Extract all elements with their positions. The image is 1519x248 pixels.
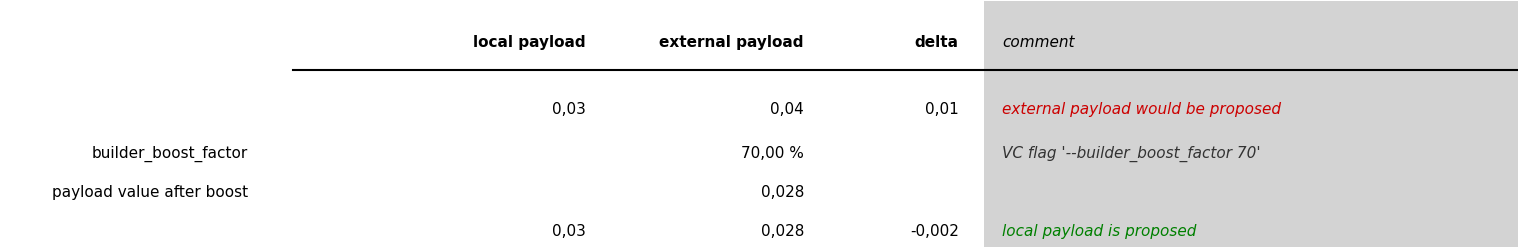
Text: 0,01: 0,01 — [925, 102, 958, 117]
Text: local payload is proposed: local payload is proposed — [1003, 224, 1197, 239]
Text: payload value after boost: payload value after boost — [52, 185, 248, 200]
Text: -0,002: -0,002 — [910, 224, 958, 239]
Text: 0,03: 0,03 — [551, 102, 586, 117]
Bar — [984, 1, 1517, 247]
Text: 0,04: 0,04 — [770, 102, 804, 117]
Text: delta: delta — [914, 35, 958, 50]
Text: comment: comment — [1003, 35, 1075, 50]
Text: external payload: external payload — [659, 35, 804, 50]
Text: 0,028: 0,028 — [761, 185, 804, 200]
Text: 0,028: 0,028 — [761, 224, 804, 239]
Text: local payload: local payload — [474, 35, 586, 50]
Text: external payload would be proposed: external payload would be proposed — [1003, 102, 1281, 117]
Text: VC flag '--builder_boost_factor 70': VC flag '--builder_boost_factor 70' — [1003, 145, 1261, 161]
Text: 70,00 %: 70,00 % — [741, 146, 804, 161]
Text: 0,03: 0,03 — [551, 224, 586, 239]
Text: builder_boost_factor: builder_boost_factor — [91, 145, 248, 161]
